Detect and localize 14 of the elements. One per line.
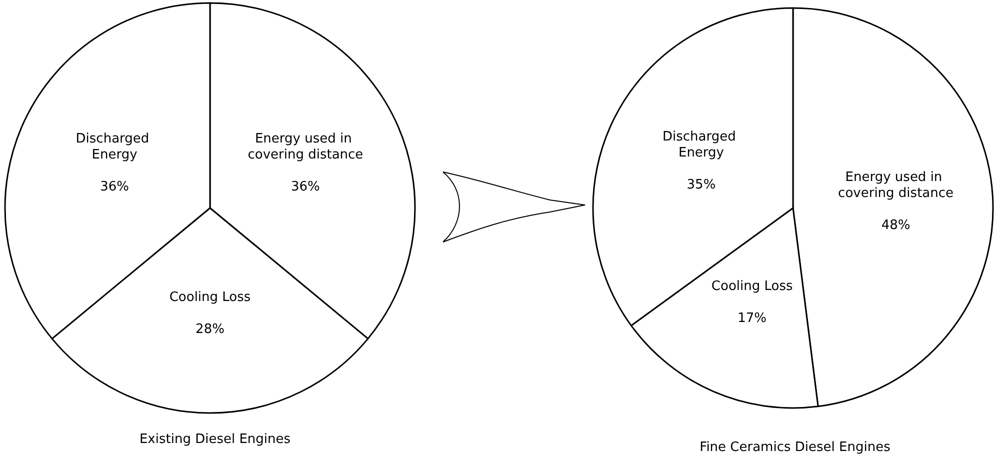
slice-label: Cooling Loss xyxy=(169,290,251,305)
slice-label: Energy used in covering distance xyxy=(248,132,364,163)
data-label: 36% xyxy=(100,180,129,195)
text: Existing Diesel Engines xyxy=(139,432,291,447)
data-label: 35% xyxy=(686,178,716,193)
data-label: 48% xyxy=(881,218,910,234)
data-label: 17% xyxy=(738,311,767,326)
slice-label: Discharged Energy xyxy=(76,132,154,163)
data-label: 28% xyxy=(196,322,224,337)
slice-label: Energy used in covering distance xyxy=(838,170,954,202)
slice-label: Cooling Loss xyxy=(711,279,793,294)
data-label: 36% xyxy=(291,180,320,195)
text: Fine Ceramics Diesel Engines xyxy=(700,440,891,455)
slice-label: Discharged Energy xyxy=(662,130,740,161)
